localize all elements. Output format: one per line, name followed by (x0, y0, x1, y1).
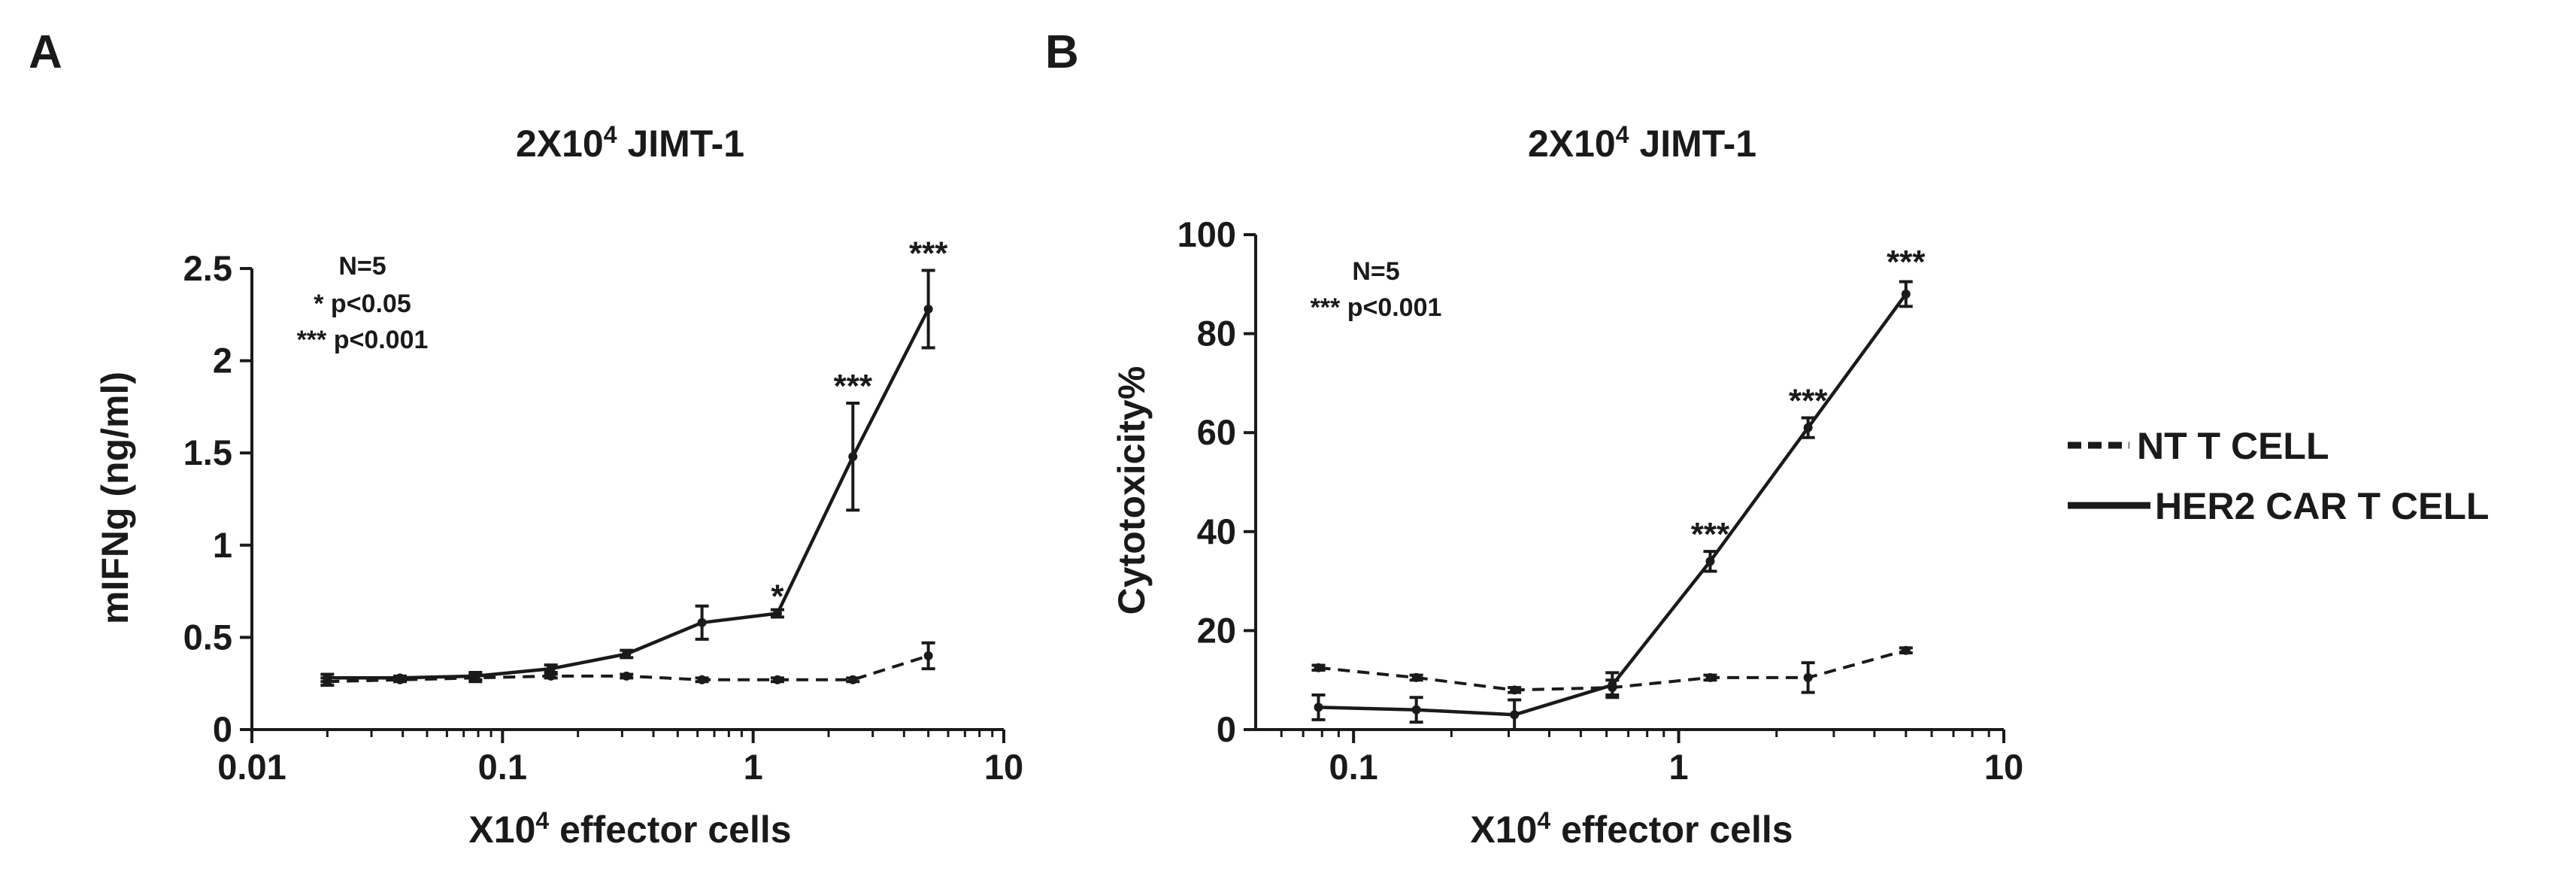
chart-a-point-her2 (923, 304, 933, 314)
chart-b-ytick-label: 60 (1197, 412, 1236, 452)
panel-letter-a: A (29, 26, 62, 78)
chart-a-significance-label: *** (834, 368, 873, 405)
chart-b-point-her2 (1411, 705, 1421, 715)
chart-a-xlabel: X104 effector cells (468, 807, 791, 851)
chart-a-ytick-label: 1.5 (183, 432, 232, 472)
chart-a-point-her2 (546, 664, 556, 674)
chart-b-point-her2 (1314, 703, 1323, 712)
chart-a-xtick-label: 1 (744, 747, 763, 787)
chart-b-point-nt (1705, 672, 1715, 682)
chart-a-point-her2 (395, 673, 405, 683)
chart-a-ytick-label: 0.5 (183, 617, 232, 657)
chart-a-point-her2 (622, 649, 632, 659)
chart-a-point-nt (772, 675, 782, 684)
chart-a-stat-p001: *** p<0.001 (297, 326, 429, 354)
chart-a-point-her2 (772, 608, 782, 618)
chart-b-line-her2 (1318, 293, 1908, 717)
chart-b-point-nt (1901, 645, 1911, 655)
chart-b-ylabel: Cytotoxicity% (1111, 366, 1153, 615)
chart-b-xtick-label: 1 (1669, 747, 1689, 787)
chart-b-point-nt (1803, 672, 1813, 682)
chart-b-point-nt (1411, 672, 1421, 682)
chart-b-ytick-label: 80 (1197, 314, 1236, 354)
legend: NT T CELL HER2 CAR T CELL (2068, 425, 2489, 527)
chart-b-stat-n: N=5 (1352, 257, 1399, 286)
chart-b-xtick-label: 10 (1984, 747, 2023, 787)
chart-b-point-nt (1510, 685, 1520, 695)
chart-a-point-her2 (848, 452, 858, 462)
chart-a-ytick-label: 2.5 (183, 248, 232, 288)
chart-a-point-nt (923, 651, 933, 660)
chart-a-ytick-label: 1 (213, 525, 232, 565)
chart-b-point-her2 (1608, 680, 1617, 690)
chart-b-significance-label: *** (1691, 516, 1730, 553)
legend-label-her2: HER2 CAR T CELL (2155, 485, 2489, 527)
chart-a-significance-label: *** (909, 235, 948, 272)
chart-b-significance-label: *** (1789, 382, 1828, 419)
chart-a-point-nt (622, 671, 632, 681)
chart-b-point-her2 (1510, 710, 1520, 720)
chart-b-point-her2 (1705, 557, 1715, 566)
chart-a-significance-label: * (771, 578, 784, 615)
chart-a-line-her2 (327, 308, 930, 680)
chart-b-xtick-label: 0.1 (1329, 747, 1377, 787)
chart-b-xlabel: X104 effector cells (1470, 807, 1793, 851)
chart-b-point-her2 (1901, 289, 1911, 299)
chart-b-ytick-label: 20 (1197, 610, 1236, 650)
chart-a-point-nt (697, 675, 707, 684)
chart-b-title: 2X104 JIMT-1 (1528, 121, 1756, 165)
chart-a-ylabel: mIFNg (ng/ml) (94, 372, 136, 624)
chart-b-point-her2 (1803, 423, 1813, 432)
chart-a-xtick-label: 0.01 (217, 747, 286, 787)
chart-a-ytick-label: 0 (213, 709, 232, 749)
chart-a-point-nt (848, 675, 858, 684)
chart-a-xtick-label: 10 (984, 747, 1023, 787)
chart-b-ytick-label: 100 (1177, 214, 1236, 254)
chart-b-plot: 0 20 40 60 80 100 0.1 1 10 *** *** *** (1177, 214, 2024, 787)
legend-label-nt: NT T CELL (2137, 425, 2329, 467)
chart-a-title: 2X104 JIMT-1 (516, 121, 744, 165)
chart-b-stat-p001: *** p<0.001 (1311, 293, 1442, 322)
chart-a-point-her2 (323, 673, 332, 683)
chart-b-ytick-label: 0 (1217, 709, 1236, 749)
chart-a-plot: 00.511.522.50.01 0.1 1 10******* (183, 235, 1023, 787)
chart-a-xtick-label: 0.1 (478, 747, 527, 787)
chart-a-stat-p05: * p<0.05 (314, 290, 411, 318)
chart-a-point-her2 (697, 618, 707, 627)
panel-letter-b: B (1045, 26, 1079, 78)
chart-a-stat-n: N=5 (338, 252, 386, 281)
chart-b-ytick-label: 40 (1197, 511, 1236, 551)
chart-a-point-her2 (471, 671, 480, 681)
chart-b-point-nt (1314, 663, 1323, 672)
chart-b-significance-label: *** (1887, 244, 1926, 281)
chart-a-ytick-label: 2 (213, 341, 232, 381)
